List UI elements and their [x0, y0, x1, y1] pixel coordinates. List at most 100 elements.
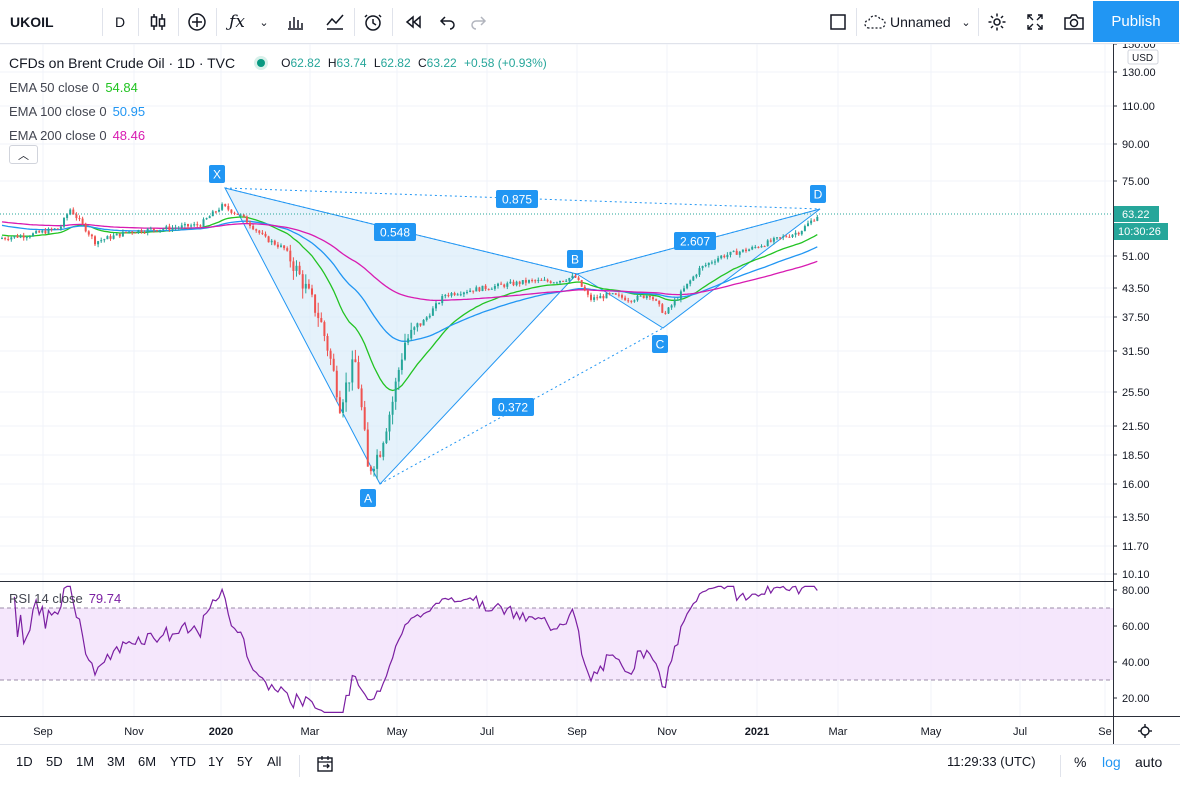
publish-button[interactable]: Publish: [1093, 1, 1179, 42]
goto-date-icon[interactable]: [316, 755, 334, 778]
symbol-search[interactable]: UKOIL: [10, 14, 54, 30]
candle-body: [379, 454, 382, 457]
candle-body: [583, 286, 586, 291]
price-candle: [394, 377, 397, 410]
chevron-down-icon[interactable]: ⌄: [259, 16, 269, 29]
templates-icon[interactable]: [280, 6, 310, 38]
price-candle: [642, 295, 645, 299]
clock-time[interactable]: 11:29:33 (UTC): [947, 754, 1036, 769]
fullscreen-layout-icon[interactable]: [824, 6, 852, 38]
price-candle: [286, 246, 289, 252]
candle-body: [435, 303, 437, 309]
range-6m[interactable]: 6M: [138, 754, 157, 769]
candle-body: [611, 293, 614, 295]
candle-body: [627, 300, 630, 302]
candle-body: [552, 282, 555, 284]
candle-body: [487, 289, 490, 291]
price-scale[interactable]: 150.00 130.00 110.00 90.00 75.00 51.00 43.50 37…: [1113, 44, 1180, 744]
camera-icon[interactable]: [1058, 6, 1090, 38]
range-5y[interactable]: 5Y: [237, 754, 253, 769]
replay-icon[interactable]: [398, 6, 428, 38]
price-candle: [258, 229, 261, 235]
candle-body: [481, 285, 484, 292]
candle-body: [698, 268, 701, 275]
price-candle: [69, 208, 72, 216]
price-candle: [714, 259, 716, 266]
price-candle: [509, 279, 512, 284]
candle-body: [810, 220, 813, 224]
pattern-ratio-label: 0.875: [496, 190, 538, 208]
chevron-down-icon[interactable]: ⌄: [961, 16, 971, 29]
candle-body: [769, 240, 772, 242]
range-ytd[interactable]: YTD: [170, 754, 196, 769]
usd-badge: [1127, 49, 1159, 65]
price-candle: [704, 262, 707, 268]
range-1d[interactable]: 1D: [16, 754, 33, 769]
candle-body: [555, 282, 558, 284]
price-candle: [134, 232, 137, 234]
harmonic-pattern[interactable]: [0, 187, 1113, 485]
price-candle: [280, 243, 282, 248]
interval-button[interactable]: D: [114, 14, 126, 30]
compare-add-icon[interactable]: [182, 6, 212, 38]
collapse-legend-button[interactable]: ︿: [9, 145, 38, 164]
candlestick-icon[interactable]: [142, 6, 174, 38]
candle-body: [199, 225, 202, 227]
price-candle: [4, 236, 7, 241]
range-1y[interactable]: 1Y: [208, 754, 224, 769]
price-candle: [292, 257, 295, 280]
candle-body: [289, 250, 292, 262]
price-candle: [466, 289, 468, 295]
cloud-icon[interactable]: [862, 6, 888, 38]
legend-ema50[interactable]: EMA 50 close 0 54.84: [9, 75, 547, 99]
range-all[interactable]: All: [267, 754, 282, 769]
financials-icon[interactable]: [320, 6, 350, 38]
candle-body: [797, 232, 800, 235]
candle-body: [717, 258, 720, 262]
rsi-tick-label: 60.00: [1122, 621, 1150, 633]
price-candle: [25, 235, 28, 241]
legend-ema100[interactable]: EMA 100 close 0 50.95: [9, 99, 547, 123]
candle-body: [301, 274, 304, 289]
auto-toggle[interactable]: auto: [1135, 754, 1163, 770]
candle-body: [404, 342, 406, 360]
redo-icon[interactable]: [464, 6, 492, 38]
price-candle: [397, 367, 400, 391]
chart-canvas[interactable]: X A B C D 0.875 0.548 2.607 0.372 150.00 130.00 11…: [0, 44, 1180, 744]
time-scale[interactable]: Sep Nov 2020 Mar May Jul Sep Nov 2021 Mar May Jul Se: [0, 716, 1180, 739]
candle-body: [22, 235, 25, 238]
indicators-fx-icon[interactable]: ƒx: [229, 12, 245, 32]
candle-body: [245, 216, 248, 223]
candle-body: [137, 230, 140, 233]
price-candle: [518, 280, 521, 287]
price-tick-label: 90.00: [1122, 139, 1150, 151]
range-5d[interactable]: 5D: [46, 754, 63, 769]
time-tick-label: Mar: [301, 726, 320, 738]
candle-body: [35, 231, 38, 234]
price-candle: [459, 291, 462, 297]
price-candle: [661, 302, 664, 314]
undo-icon[interactable]: [434, 6, 462, 38]
gear-icon[interactable]: [982, 6, 1012, 38]
layout-name[interactable]: Unnamed: [890, 14, 951, 30]
legend-ema200[interactable]: EMA 200 close 0 48.46: [9, 123, 547, 147]
fullscreen-icon[interactable]: [1020, 6, 1050, 38]
candle-body: [791, 234, 794, 237]
candle-body: [146, 228, 149, 233]
candle-body: [28, 236, 31, 238]
divider: [178, 8, 179, 36]
rsi-legend[interactable]: RSI 14 close 79.74: [9, 591, 121, 606]
percent-toggle[interactable]: %: [1074, 754, 1087, 770]
price-candle: [323, 320, 326, 342]
pattern-point-box: [567, 250, 583, 268]
pattern-point-box: [209, 165, 225, 183]
price-tick-label: 150.00: [1122, 44, 1156, 51]
price-candle: [580, 279, 583, 288]
alert-clock-icon[interactable]: [358, 6, 388, 38]
range-1m[interactable]: 1M: [76, 754, 95, 769]
symbol-title[interactable]: CFDs on Brent Crude Oil · 1D · TVC: [9, 55, 236, 71]
range-3m[interactable]: 3M: [107, 754, 126, 769]
log-toggle[interactable]: log: [1102, 754, 1121, 770]
price-candle: [363, 400, 366, 432]
price-candle: [617, 292, 620, 298]
